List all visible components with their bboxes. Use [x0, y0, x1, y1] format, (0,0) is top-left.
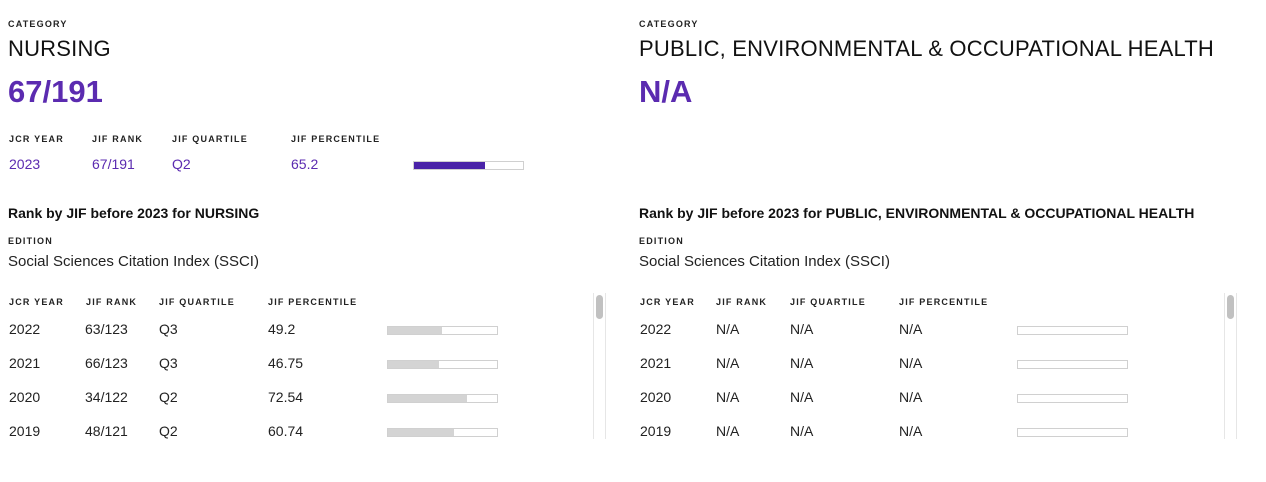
row-year: 2021 [9, 355, 41, 371]
category-rank: N/A [639, 74, 693, 109]
row-percentile: 72.54 [268, 389, 304, 405]
header-jif-rank: JIF RANK [92, 134, 144, 144]
row-percentile-bar [387, 326, 498, 335]
row-year: 2022 [640, 321, 672, 337]
row-rank: 34/122 [85, 389, 128, 405]
history-scrollbar[interactable] [1224, 293, 1237, 439]
row-quartile: Q3 [159, 321, 178, 337]
header-jif-quartile: JIF QUARTILE [172, 134, 248, 144]
table-row: 2019 48/121 Q2 60.74 [8, 423, 588, 439]
row-quartile: N/A [790, 389, 814, 405]
current-rank-row: 2023 67/191 Q2 65.2 [8, 156, 568, 176]
row-rank: 66/123 [85, 355, 128, 371]
row-percentile-bar [1017, 394, 1128, 403]
percentile-bar-fill [388, 395, 468, 402]
current-rank-header: JCR YEAR JIF RANK JIF QUARTILE JIF PERCE… [8, 134, 568, 148]
header-jcr-year: JCR YEAR [640, 297, 695, 307]
category-panel-nursing: CATEGORY NURSING 67/191 JCR YEAR JIF RAN… [8, 0, 608, 482]
row-quartile: N/A [790, 423, 814, 439]
edition-label: EDITION [639, 236, 684, 246]
row-percentile: 49.2 [268, 321, 296, 337]
current-rank: 67/191 [92, 156, 135, 172]
header-jcr-year: JCR YEAR [9, 297, 64, 307]
percentile-bar-fill [388, 361, 439, 368]
row-rank: 48/121 [85, 423, 128, 439]
row-percentile: 46.75 [268, 355, 304, 371]
scrollbar-thumb[interactable] [1227, 295, 1234, 319]
history-scrollbar[interactable] [593, 293, 606, 439]
row-rank: N/A [716, 355, 740, 371]
history-table-header: JCR YEAR JIF RANK JIF QUARTILE JIF PERCE… [639, 297, 1219, 311]
category-name: PUBLIC, ENVIRONMENTAL & OCCUPATIONAL HEA… [639, 36, 1214, 61]
table-row: 2020 N/A N/A N/A [639, 389, 1219, 411]
table-row: 2021 66/123 Q3 46.75 [8, 355, 588, 377]
edition-value: Social Sciences Citation Index (SSCI) [8, 253, 259, 270]
table-row: 2019 N/A N/A N/A [639, 423, 1219, 439]
row-year: 2021 [640, 355, 672, 371]
category-panel-public-health: CATEGORY PUBLIC, ENVIRONMENTAL & OCCUPAT… [639, 0, 1239, 482]
row-percentile-bar [1017, 428, 1128, 437]
row-quartile: N/A [790, 355, 814, 371]
row-rank: 63/123 [85, 321, 128, 337]
row-percentile: N/A [899, 389, 923, 405]
table-row: 2021 N/A N/A N/A [639, 355, 1219, 377]
row-year: 2022 [9, 321, 41, 337]
current-year: 2023 [9, 156, 41, 172]
row-quartile: Q2 [159, 389, 178, 405]
row-percentile: N/A [899, 321, 923, 337]
header-jif-percentile: JIF PERCENTILE [899, 297, 989, 307]
percentile-bar-fill [388, 429, 455, 436]
row-percentile: N/A [899, 423, 923, 439]
current-quartile: Q2 [172, 156, 191, 172]
percentile-bar-fill [388, 327, 442, 334]
header-jif-rank: JIF RANK [86, 297, 138, 307]
header-jif-percentile: JIF PERCENTILE [268, 297, 358, 307]
category-label: CATEGORY [8, 19, 68, 29]
row-percentile-bar [387, 394, 498, 403]
history-table[interactable]: JCR YEAR JIF RANK JIF QUARTILE JIF PERCE… [8, 293, 606, 439]
history-title: Rank by JIF before 2023 for NURSING [8, 205, 260, 221]
row-percentile-bar [1017, 360, 1128, 369]
table-row: 2022 63/123 Q3 49.2 [8, 321, 588, 343]
row-percentile: N/A [899, 355, 923, 371]
row-year: 2019 [640, 423, 672, 439]
table-row: 2022 N/A N/A N/A [639, 321, 1219, 343]
row-quartile: N/A [790, 321, 814, 337]
row-percentile-bar [387, 428, 498, 437]
header-jif-rank: JIF RANK [716, 297, 768, 307]
history-table-header: JCR YEAR JIF RANK JIF QUARTILE JIF PERCE… [8, 297, 588, 311]
header-jif-quartile: JIF QUARTILE [790, 297, 866, 307]
row-year: 2020 [640, 389, 672, 405]
row-quartile: Q3 [159, 355, 178, 371]
table-row: 2020 34/122 Q2 72.54 [8, 389, 588, 411]
header-jif-quartile: JIF QUARTILE [159, 297, 235, 307]
history-table[interactable]: JCR YEAR JIF RANK JIF QUARTILE JIF PERCE… [639, 293, 1237, 439]
edition-value: Social Sciences Citation Index (SSCI) [639, 253, 890, 270]
category-label: CATEGORY [639, 19, 699, 29]
row-rank: N/A [716, 389, 740, 405]
header-jif-percentile: JIF PERCENTILE [291, 134, 381, 144]
history-title: Rank by JIF before 2023 for PUBLIC, ENVI… [639, 205, 1195, 221]
header-jcr-year: JCR YEAR [9, 134, 64, 144]
category-name: NURSING [8, 36, 111, 61]
percentile-bar-fill [414, 162, 486, 169]
row-quartile: Q2 [159, 423, 178, 439]
row-rank: N/A [716, 321, 740, 337]
category-rank: 67/191 [8, 74, 103, 109]
scrollbar-thumb[interactable] [596, 295, 603, 319]
row-percentile-bar [387, 360, 498, 369]
current-percentile-bar [413, 161, 524, 170]
current-percentile: 65.2 [291, 156, 319, 172]
row-rank: N/A [716, 423, 740, 439]
row-percentile-bar [1017, 326, 1128, 335]
row-percentile: 60.74 [268, 423, 304, 439]
row-year: 2020 [9, 389, 41, 405]
row-year: 2019 [9, 423, 41, 439]
edition-label: EDITION [8, 236, 53, 246]
